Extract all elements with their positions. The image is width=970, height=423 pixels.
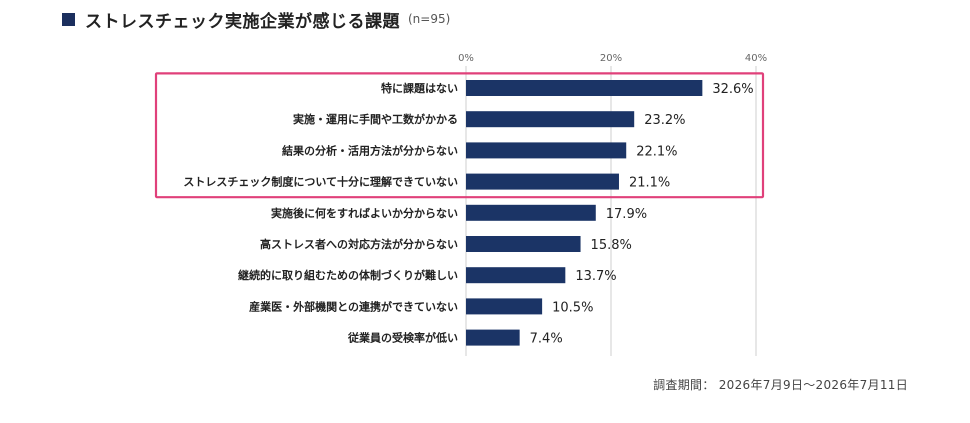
survey-period: 調査期間： 2026年7月9日〜2026年7月11日 [653,378,908,392]
category-label: 従業員の受検率が低い [347,331,458,345]
bar [466,80,703,96]
bar [466,111,635,128]
category-label: 特に課題はない [381,81,458,95]
title-square-icon [62,12,75,26]
category-label: 産業医・外部機関との連携ができていない [249,299,458,313]
x-tick-label: 20% [600,53,622,64]
category-label: 継続的に取り組むための体制づくりが難しい [238,268,458,282]
value-label: 22.1% [636,144,677,159]
chart-title-row: ストレスチェック実施企業が感じる課題 (n=95) [62,8,451,32]
x-tick-label: 0% [458,53,474,64]
value-label: 7.4% [530,332,563,347]
highlight-box [154,72,765,199]
value-label: 10.5% [552,300,593,315]
value-label: 15.8% [591,238,632,253]
category-label: 結果の分析・活用方法が分からない [282,143,458,157]
bar [466,142,627,159]
chart-title: ストレスチェック実施企業が感じる課題 [85,11,400,32]
value-label: 13.7% [575,269,616,284]
sample-size: (n=95) [408,12,451,26]
value-label: 21.1% [629,176,670,191]
bar [466,236,581,252]
value-label: 32.6% [712,82,753,97]
bar [466,173,619,190]
category-label: 実施・運用に手間や工数がかかる [293,112,458,126]
category-label: 実施後に何をすればよいか分からない [271,206,458,220]
category-label: ストレスチェック制度について十分に理解できていない [183,175,458,189]
value-label: 23.2% [644,113,685,128]
bar [466,204,596,221]
value-label: 17.9% [606,207,647,222]
category-label: 高ストレス者への対応方法が分からない [260,237,458,251]
bar [466,298,543,315]
bar [466,267,566,284]
x-tick-label: 40% [745,53,767,64]
bar [466,329,520,346]
